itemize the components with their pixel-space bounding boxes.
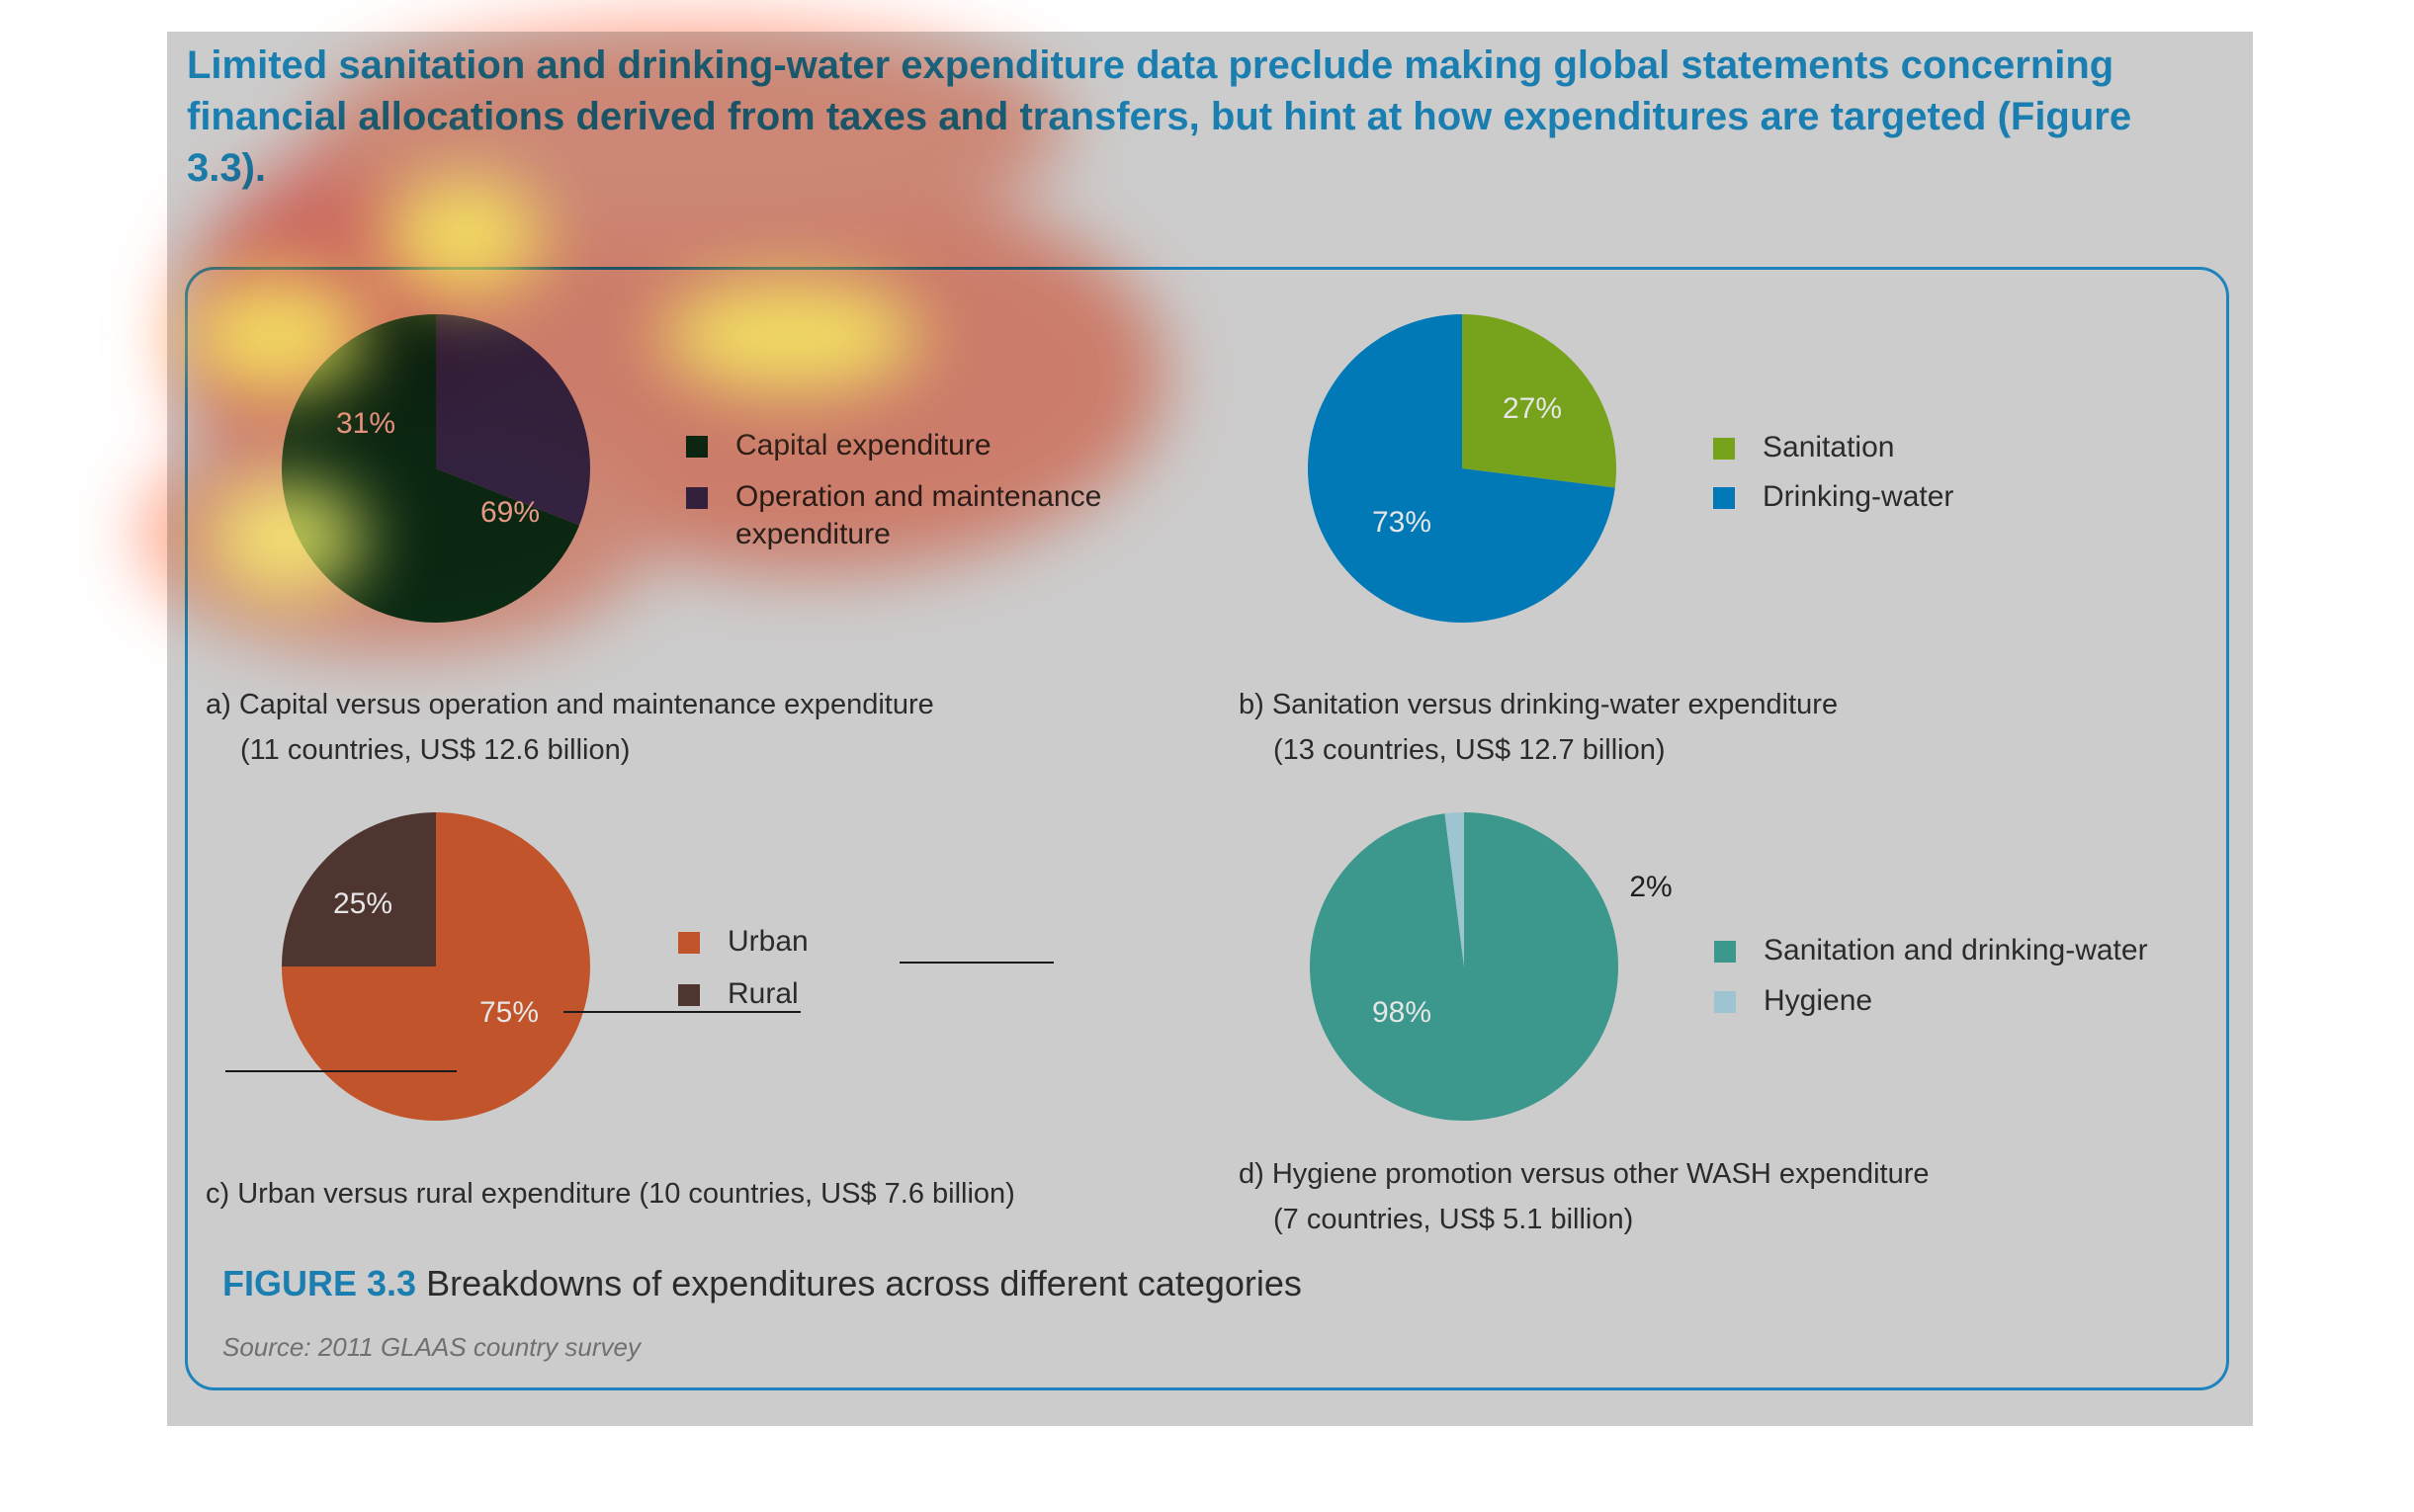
slice-label: 25% xyxy=(333,887,392,920)
slice-label: 27% xyxy=(1503,392,1562,425)
slice-label: 73% xyxy=(1372,506,1431,539)
heat-hotspot xyxy=(386,178,544,296)
legend-swatch xyxy=(1714,991,1736,1013)
slice-label: 75% xyxy=(479,996,539,1029)
caption-b: b) Sanitation versus drinking-water expe… xyxy=(1239,682,1838,773)
legend-swatch xyxy=(1713,438,1735,460)
slice-label: 2% xyxy=(1629,871,1672,903)
figure-source: Source: 2011 GLAAS country survey xyxy=(222,1332,641,1362)
pie-slice xyxy=(1462,314,1616,488)
caption-b-line1: b) Sanitation versus drinking-water expe… xyxy=(1239,689,1839,720)
caption-c-line1: c) Urban versus rural expenditure (10 co… xyxy=(206,1178,1015,1210)
caption-d-line1: d) Hygiene promotion versus other WASH e… xyxy=(1239,1158,1930,1190)
legend-label: Sanitation and drinking-water xyxy=(1764,934,2148,966)
caption-a-line2: (11 countries, US$ 12.6 billion) xyxy=(240,734,631,766)
attention-heatmap-hotspots xyxy=(188,178,919,598)
figure-title: Breakdowns of expenditures across differ… xyxy=(416,1263,1302,1303)
pie-slice xyxy=(1310,812,1619,1121)
caption-a: a) Capital versus operation and maintena… xyxy=(206,682,934,773)
caption-d: d) Hygiene promotion versus other WASH e… xyxy=(1239,1151,1929,1242)
caption-a-line1: a) Capital versus operation and maintena… xyxy=(206,689,934,720)
legend-label: Hygiene xyxy=(1764,984,1872,1017)
figure-label: FIGURE 3.3 xyxy=(222,1263,417,1303)
heat-hotspot xyxy=(188,277,366,395)
legend-label: Urban xyxy=(728,925,809,958)
legend-label: Sanitation xyxy=(1763,431,1894,463)
legend-swatch xyxy=(678,984,700,1006)
pie-slice xyxy=(1307,314,1615,623)
legend-label: Drinking-water xyxy=(1763,480,1953,513)
legend-swatch xyxy=(1714,941,1736,963)
stray-lines xyxy=(225,962,1054,1072)
heat-blob xyxy=(316,20,1068,237)
caption-b-line2: (13 countries, US$ 12.7 billion) xyxy=(1273,734,1666,766)
figure-caption: FIGURE 3.3 Breakdowns of expenditures ac… xyxy=(222,1263,1302,1304)
slice-label: 98% xyxy=(1372,996,1431,1029)
legend-swatch xyxy=(678,932,700,954)
caption-d-line2: (7 countries, US$ 5.1 billion) xyxy=(1273,1204,1634,1235)
pie-slice xyxy=(1444,812,1464,966)
pie-slice xyxy=(282,812,436,966)
caption-c: c) Urban versus rural expenditure (10 co… xyxy=(206,1171,1015,1217)
legend-swatch xyxy=(1713,487,1735,509)
heat-hotspot xyxy=(208,479,366,598)
heat-hotspot xyxy=(662,282,919,390)
legend-label: Rural xyxy=(728,977,799,1010)
figure-frame xyxy=(185,267,2229,1390)
